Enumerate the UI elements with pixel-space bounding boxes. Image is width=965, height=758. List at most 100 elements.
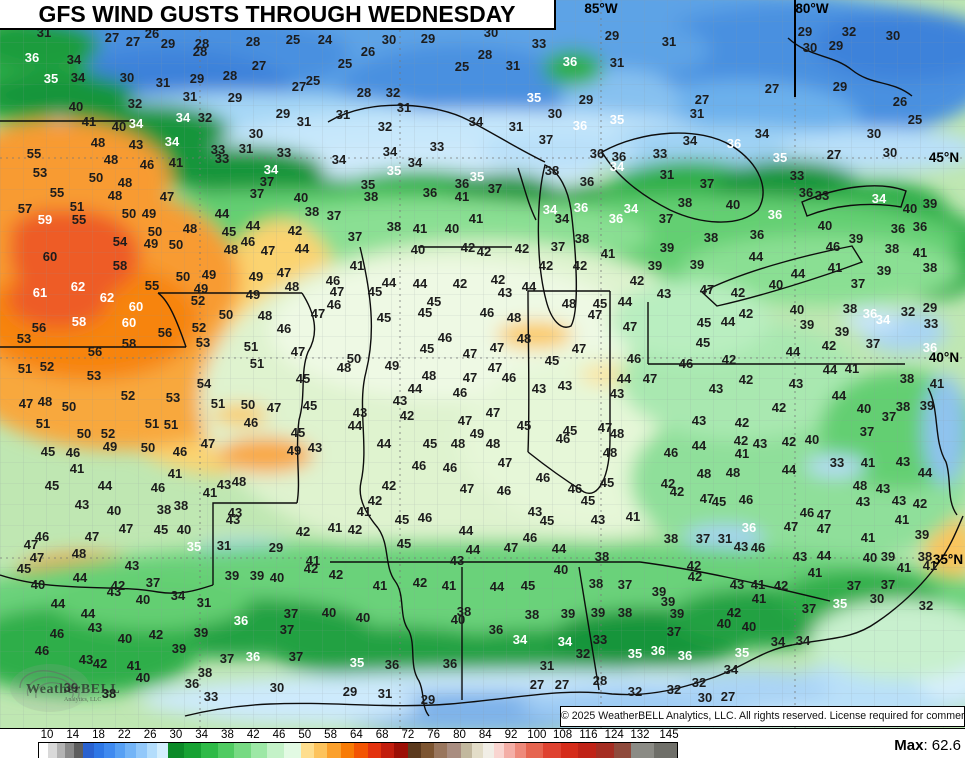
wind-gust-value: 41 (70, 461, 84, 476)
wind-gust-value: 28 (593, 673, 607, 688)
colorbar-cell (631, 743, 655, 758)
wind-gust-value: 33 (830, 455, 844, 470)
wind-gust-value: 41 (861, 530, 875, 545)
wind-gust-value: 40 (136, 670, 150, 685)
colorbar-cell (47, 743, 57, 758)
wind-gust-value: 39 (660, 240, 674, 255)
wind-gust-value: 56 (158, 325, 172, 340)
colorbar-tick-label: 18 (92, 729, 105, 741)
wind-gust-value: 41 (442, 578, 456, 593)
wind-gust-value: 48 (38, 394, 52, 409)
wind-gust-value: 50 (62, 399, 76, 414)
wind-gust-value: 36 (573, 118, 587, 133)
colorbar-tick-label: 116 (579, 729, 598, 741)
wind-gust-value: 42 (296, 524, 310, 539)
colorbar-cell (340, 743, 355, 758)
wind-gust-value: 40 (31, 577, 45, 592)
wind-gust-value: 27 (252, 58, 266, 73)
wind-gust-value: 43 (591, 512, 605, 527)
wind-gust-value: 29 (269, 540, 283, 555)
wind-gust-value: 44 (98, 478, 113, 493)
wind-gust-value: 46 (244, 415, 258, 430)
wind-gust-value: 58 (122, 336, 136, 351)
wind-gust-value: 62 (100, 290, 114, 305)
wind-gust-value: 47 (460, 481, 474, 496)
wind-gust-value: 37 (146, 575, 160, 590)
wind-gust-value: 41 (168, 466, 182, 481)
copyright-notice: © 2025 WeatherBELL Analytics, LLC. All r… (560, 706, 965, 727)
wind-gust-value: 43 (856, 494, 870, 509)
colorbar-cell (39, 743, 48, 758)
wind-gust-value: 58 (113, 258, 127, 273)
wind-gust-value: 42 (822, 338, 836, 353)
wind-gust-value: 37 (284, 606, 298, 621)
wind-gust-value: 38 (198, 665, 212, 680)
wind-gust-value: 37 (696, 531, 710, 546)
wind-gust-value: 34 (724, 662, 739, 677)
wind-gust-value: 36 (750, 227, 764, 242)
wind-gust-value: 43 (88, 620, 102, 635)
wind-gust-value: 51 (36, 416, 50, 431)
wind-gust-value: 42 (461, 240, 475, 255)
wind-gust-value: 36 (234, 613, 248, 628)
wind-gust-value: 40 (805, 432, 819, 447)
wind-gust-value: 41 (828, 260, 842, 275)
colorbar-cell (74, 743, 84, 758)
wind-gust-value: 45 (423, 436, 437, 451)
wind-gust-value: 39 (849, 231, 863, 246)
colorbar-cell (250, 743, 268, 758)
graticule (0, 0, 965, 728)
wind-gust-value: 43 (217, 477, 231, 492)
wind-gust-value: 41 (357, 504, 371, 519)
wind-gust-value: 42 (722, 352, 736, 367)
wind-gust-value: 28 (246, 34, 260, 49)
wind-gust-value: 42 (772, 400, 786, 415)
wind-gust-value: 40 (136, 592, 150, 607)
wind-gust-value: 50 (89, 170, 103, 185)
wind-gust-value: 45 (697, 315, 711, 330)
wind-gust-value: 41 (752, 591, 766, 606)
wind-gust-value: 48 (422, 368, 436, 383)
wind-gust-value: 39 (561, 606, 575, 621)
wind-gust-value: 45 (395, 512, 409, 527)
wind-gust-value: 56 (32, 320, 46, 335)
wind-gust-value: 44 (721, 314, 736, 329)
colorbar-cell (471, 743, 483, 758)
wind-gust-value: 29 (833, 79, 847, 94)
graticule-label: 35°N (933, 552, 963, 567)
wind-gust-value: 35 (833, 596, 847, 611)
wind-gust-value: 29 (923, 300, 937, 315)
max-label: Max (894, 737, 924, 754)
colorbar-tick-label: 46 (272, 729, 286, 741)
wind-gust-value: 37 (539, 132, 553, 147)
wind-gust-value: 31 (610, 55, 624, 70)
wind-gust-value: 39 (835, 324, 849, 339)
wind-gust-value: 36 (590, 146, 604, 161)
wind-gust-value: 43 (528, 504, 542, 519)
wind-gust-value: 37 (882, 409, 896, 424)
wind-gust-value: 37 (488, 181, 502, 196)
wind-gust-value: 29 (829, 38, 843, 53)
wind-gust-value: 42 (731, 285, 745, 300)
colorbar-cell (407, 743, 422, 758)
wind-gust-value: 47 (19, 396, 33, 411)
wind-gust-value: 47 (291, 344, 305, 359)
wind-gust-value: 31 (297, 114, 311, 129)
wind-gust-value: 32 (842, 24, 856, 39)
wind-gust-value: 47 (463, 346, 477, 361)
graticule-label: 40°N (929, 350, 959, 365)
colorbar-cell (267, 743, 284, 758)
wind-gust-value: 38 (885, 241, 899, 256)
wind-gust-value: 46 (443, 460, 457, 475)
wind-gust-value: 45 (545, 353, 559, 368)
wind-gust-value: 48 (726, 465, 740, 480)
wind-gust-value: 34 (610, 159, 625, 174)
wind-gust-value: 42 (304, 561, 318, 576)
wind-gust-value: 25 (286, 32, 300, 47)
wind-gust-value: 35 (44, 71, 58, 86)
wind-gust-value: 42 (400, 408, 414, 423)
wind-gust-value: 33 (815, 188, 829, 203)
wind-gust-value: 29 (276, 106, 290, 121)
wind-gust-value: 31 (183, 89, 197, 104)
